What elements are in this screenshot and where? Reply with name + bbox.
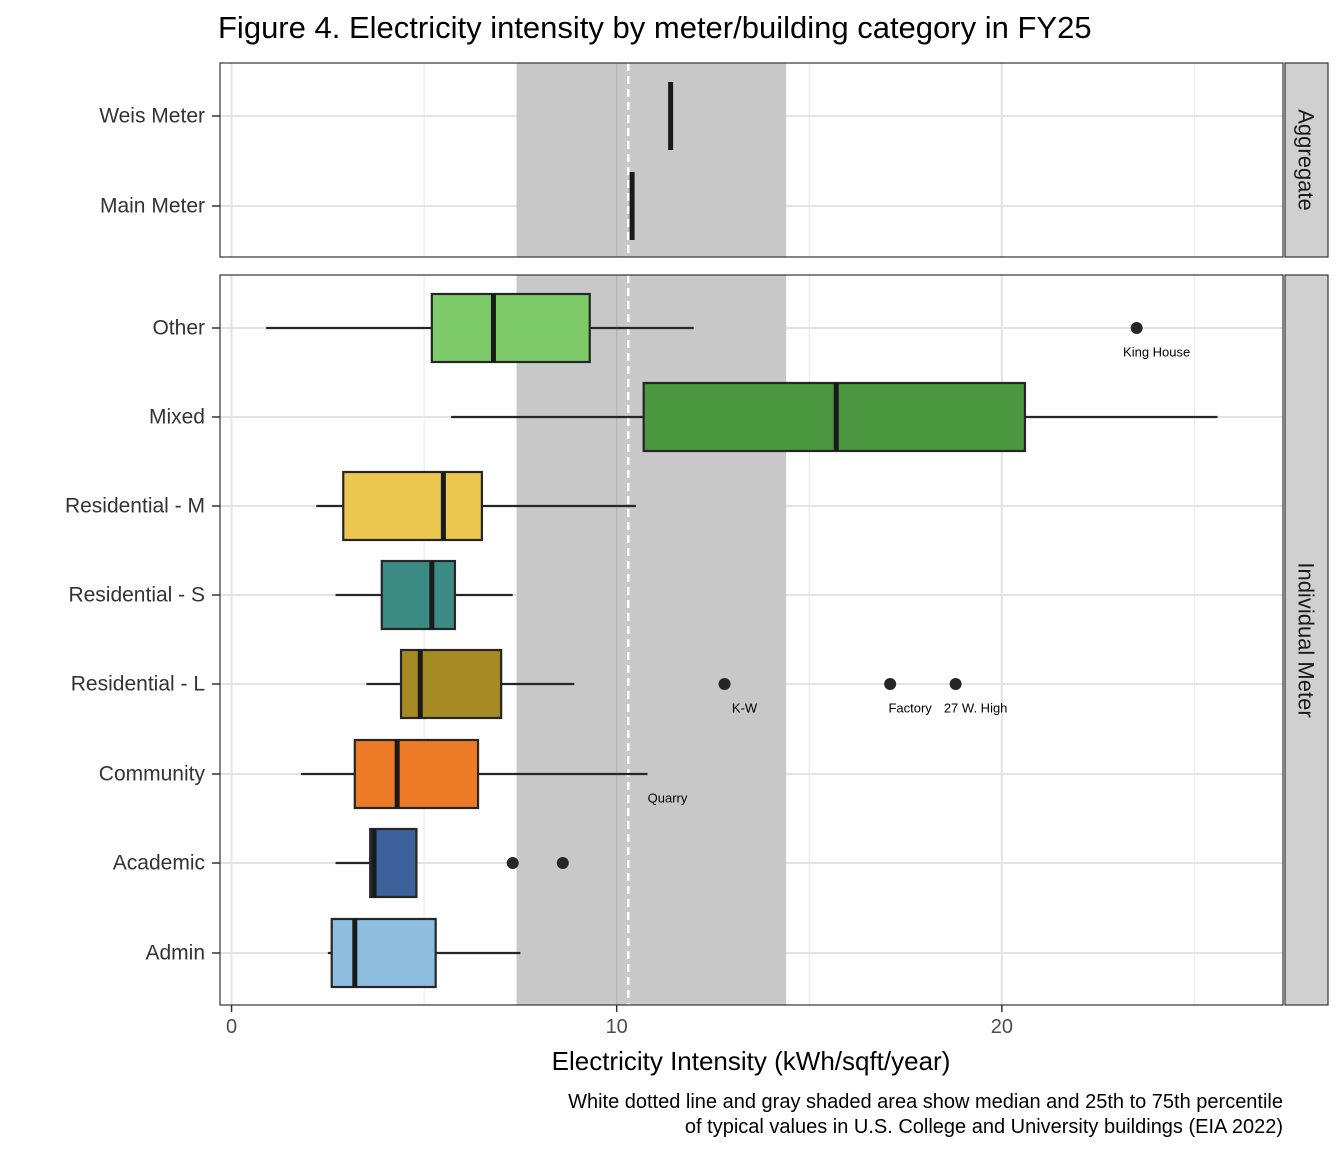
- reference-iqr-band: [516, 63, 787, 257]
- outlier-point-residential-l: [718, 678, 731, 690]
- outlier-label-quarry: Quarry: [648, 791, 688, 806]
- aggregate-strip: [1284, 62, 1329, 258]
- individual-strip-label: Individual Meter: [1294, 562, 1319, 717]
- caption-line-2: of typical values in U.S. College and Un…: [685, 1116, 1283, 1138]
- x-tick-label: 10: [606, 1016, 628, 1038]
- outlier-label-27-w-high: 27 W. High: [944, 701, 1008, 716]
- aggregate-panel-border: [219, 62, 1284, 258]
- outlier-label-factory: Factory: [888, 701, 932, 716]
- chart-title: Figure 4. Electricity intensity by meter…: [218, 10, 1092, 45]
- outlier-point-residential-l: [949, 678, 962, 690]
- aggregate-panel: Weis Meter Main Meter Aggregate: [99, 62, 1329, 258]
- outlier-point-other: [1130, 322, 1143, 334]
- y-label-residential-m: Residential - M: [65, 495, 205, 518]
- box-admin: [330, 917, 437, 989]
- y-label-academic: Academic: [113, 852, 205, 875]
- caption-line-1: White dotted line and gray shaded area s…: [568, 1091, 1283, 1113]
- box-residential-l: [399, 648, 503, 720]
- y-label-admin: Admin: [145, 942, 205, 965]
- y-label-other: Other: [152, 317, 205, 340]
- aggregate-strip-label: Aggregate: [1294, 109, 1319, 211]
- box-residential-s: [380, 559, 457, 631]
- x-axis-title: Electricity Intensity (kWh/sqft/year): [552, 1046, 951, 1076]
- y-label-residential-s: Residential - S: [68, 584, 205, 607]
- x-tick-label: 20: [991, 1016, 1013, 1038]
- x-axis: 0 10 20: [226, 1005, 1013, 1038]
- outlier-label-king-house: King House: [1123, 345, 1190, 360]
- outlier-label-k-w: K-W: [732, 701, 758, 716]
- individual-meter-panel: King House K-W Factory 27 W. High Quarry Oth…: [65, 274, 1329, 1006]
- box-academic: [369, 827, 418, 899]
- individual-strip: [1284, 274, 1329, 1006]
- individual-panel-border: [219, 274, 1284, 1006]
- outlier-point-residential-l: [884, 678, 897, 690]
- y-label-main-meter: Main Meter: [100, 195, 205, 218]
- y-label-mixed: Mixed: [149, 406, 205, 429]
- outlier-point-academic: [506, 857, 519, 869]
- box-community: [353, 738, 480, 810]
- y-label-community: Community: [99, 763, 206, 786]
- box-residential-m: [342, 470, 483, 542]
- outlier-point-academic: [556, 857, 569, 869]
- x-tick-label: 0: [226, 1016, 237, 1038]
- y-label-weis-meter: Weis Meter: [99, 105, 205, 128]
- box-other: [430, 292, 591, 364]
- y-label-residential-l: Residential - L: [71, 673, 205, 696]
